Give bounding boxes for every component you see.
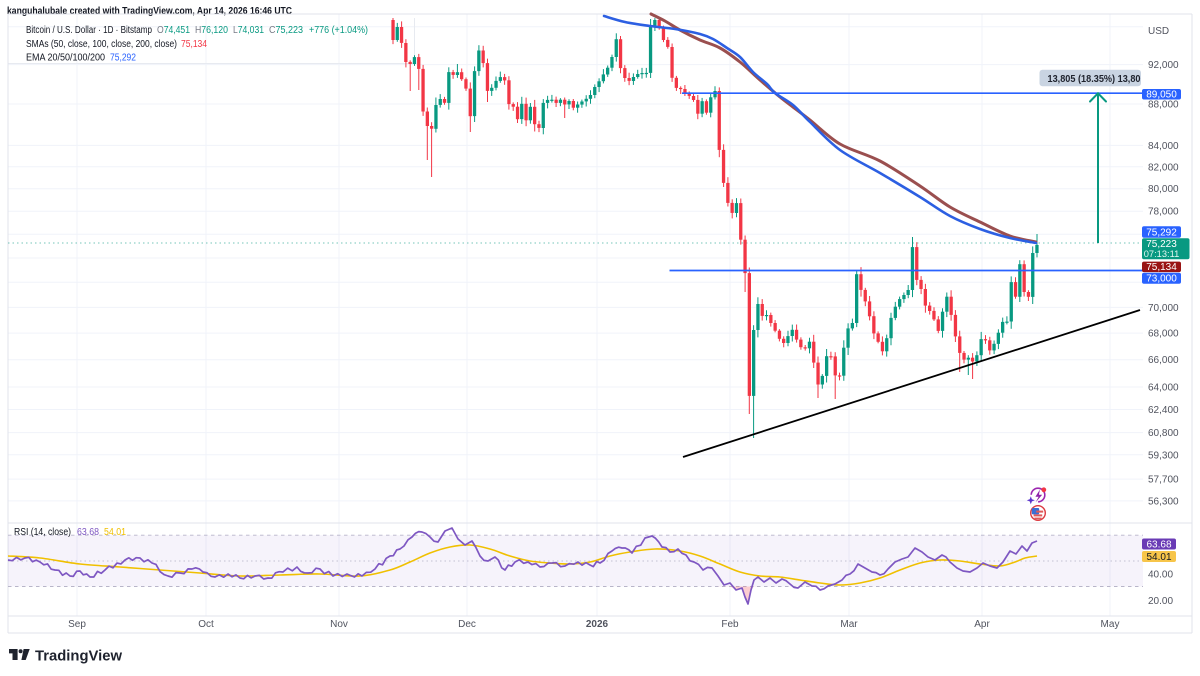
svg-text:66,000: 66,000 [1148, 355, 1179, 366]
svg-text:56,300: 56,300 [1148, 496, 1179, 507]
svg-text:75,292: 75,292 [110, 53, 136, 64]
svg-text:70,000: 70,000 [1148, 303, 1179, 314]
svg-text:92,000: 92,000 [1148, 60, 1179, 71]
svg-text:75,134: 75,134 [1146, 262, 1177, 273]
svg-text:EMA 20/50/100/200: EMA 20/50/100/200 [26, 53, 106, 64]
svg-text:75,292: 75,292 [1146, 227, 1177, 238]
svg-text:Dec: Dec [458, 619, 476, 630]
svg-text:Oct: Oct [198, 619, 214, 630]
svg-text:75,134: 75,134 [181, 39, 208, 50]
svg-text:78,000: 78,000 [1148, 207, 1179, 218]
svg-text:+776 (+1.04%): +776 (+1.04%) [309, 25, 368, 36]
svg-text:Feb: Feb [721, 619, 739, 630]
svg-text:Nov: Nov [330, 619, 348, 630]
svg-text:59,300: 59,300 [1148, 450, 1179, 461]
svg-text:H76,120: H76,120 [195, 25, 229, 36]
svg-text:RSI (14, close): RSI (14, close) [14, 527, 71, 538]
svg-text:63.68: 63.68 [77, 527, 99, 538]
svg-text:62,400: 62,400 [1148, 405, 1179, 416]
svg-text:07:13:11: 07:13:11 [1144, 249, 1180, 259]
svg-text:89,050: 89,050 [1146, 90, 1177, 101]
svg-text:40.00: 40.00 [1148, 570, 1173, 581]
svg-text:80,000: 80,000 [1148, 184, 1179, 195]
svg-text:kanguhalubale created with Tra: kanguhalubale created with TradingView.c… [7, 6, 292, 17]
svg-text:13,805 (18.35%) 13,80: 13,805 (18.35%) 13,80 [1048, 74, 1141, 85]
svg-text:L74,031: L74,031 [233, 25, 264, 36]
svg-text:2026: 2026 [586, 619, 609, 630]
svg-text:Bitcoin / U.S. Dollar · 1D · B: Bitcoin / U.S. Dollar · 1D · Bitstamp [26, 25, 152, 36]
svg-text:63.68: 63.68 [1146, 539, 1171, 550]
svg-text:May: May [1101, 619, 1120, 630]
svg-text:O74,451: O74,451 [157, 25, 190, 36]
svg-text:54.01: 54.01 [1146, 552, 1171, 563]
svg-text:88,000: 88,000 [1148, 100, 1179, 111]
svg-text:USD: USD [1148, 26, 1169, 37]
svg-text:84,000: 84,000 [1148, 141, 1179, 152]
svg-text:TradingView: TradingView [35, 649, 123, 665]
svg-text:SMAs (50, close, 100, close, 2: SMAs (50, close, 100, close, 200, close) [26, 39, 177, 50]
svg-text:60,800: 60,800 [1148, 428, 1179, 439]
svg-text:Mar: Mar [840, 619, 858, 630]
svg-text:64,000: 64,000 [1148, 383, 1179, 394]
svg-text:57,700: 57,700 [1148, 475, 1179, 486]
svg-text:73,000: 73,000 [1146, 274, 1177, 285]
svg-text:Apr: Apr [974, 619, 990, 630]
svg-text:C75,223: C75,223 [269, 25, 303, 36]
svg-text:68,000: 68,000 [1148, 329, 1179, 340]
svg-text:Sep: Sep [68, 619, 86, 630]
svg-text:20.00: 20.00 [1148, 596, 1173, 607]
svg-text:75,223: 75,223 [1146, 239, 1177, 250]
svg-text:82,000: 82,000 [1148, 162, 1179, 173]
svg-text:54.01: 54.01 [104, 527, 126, 538]
